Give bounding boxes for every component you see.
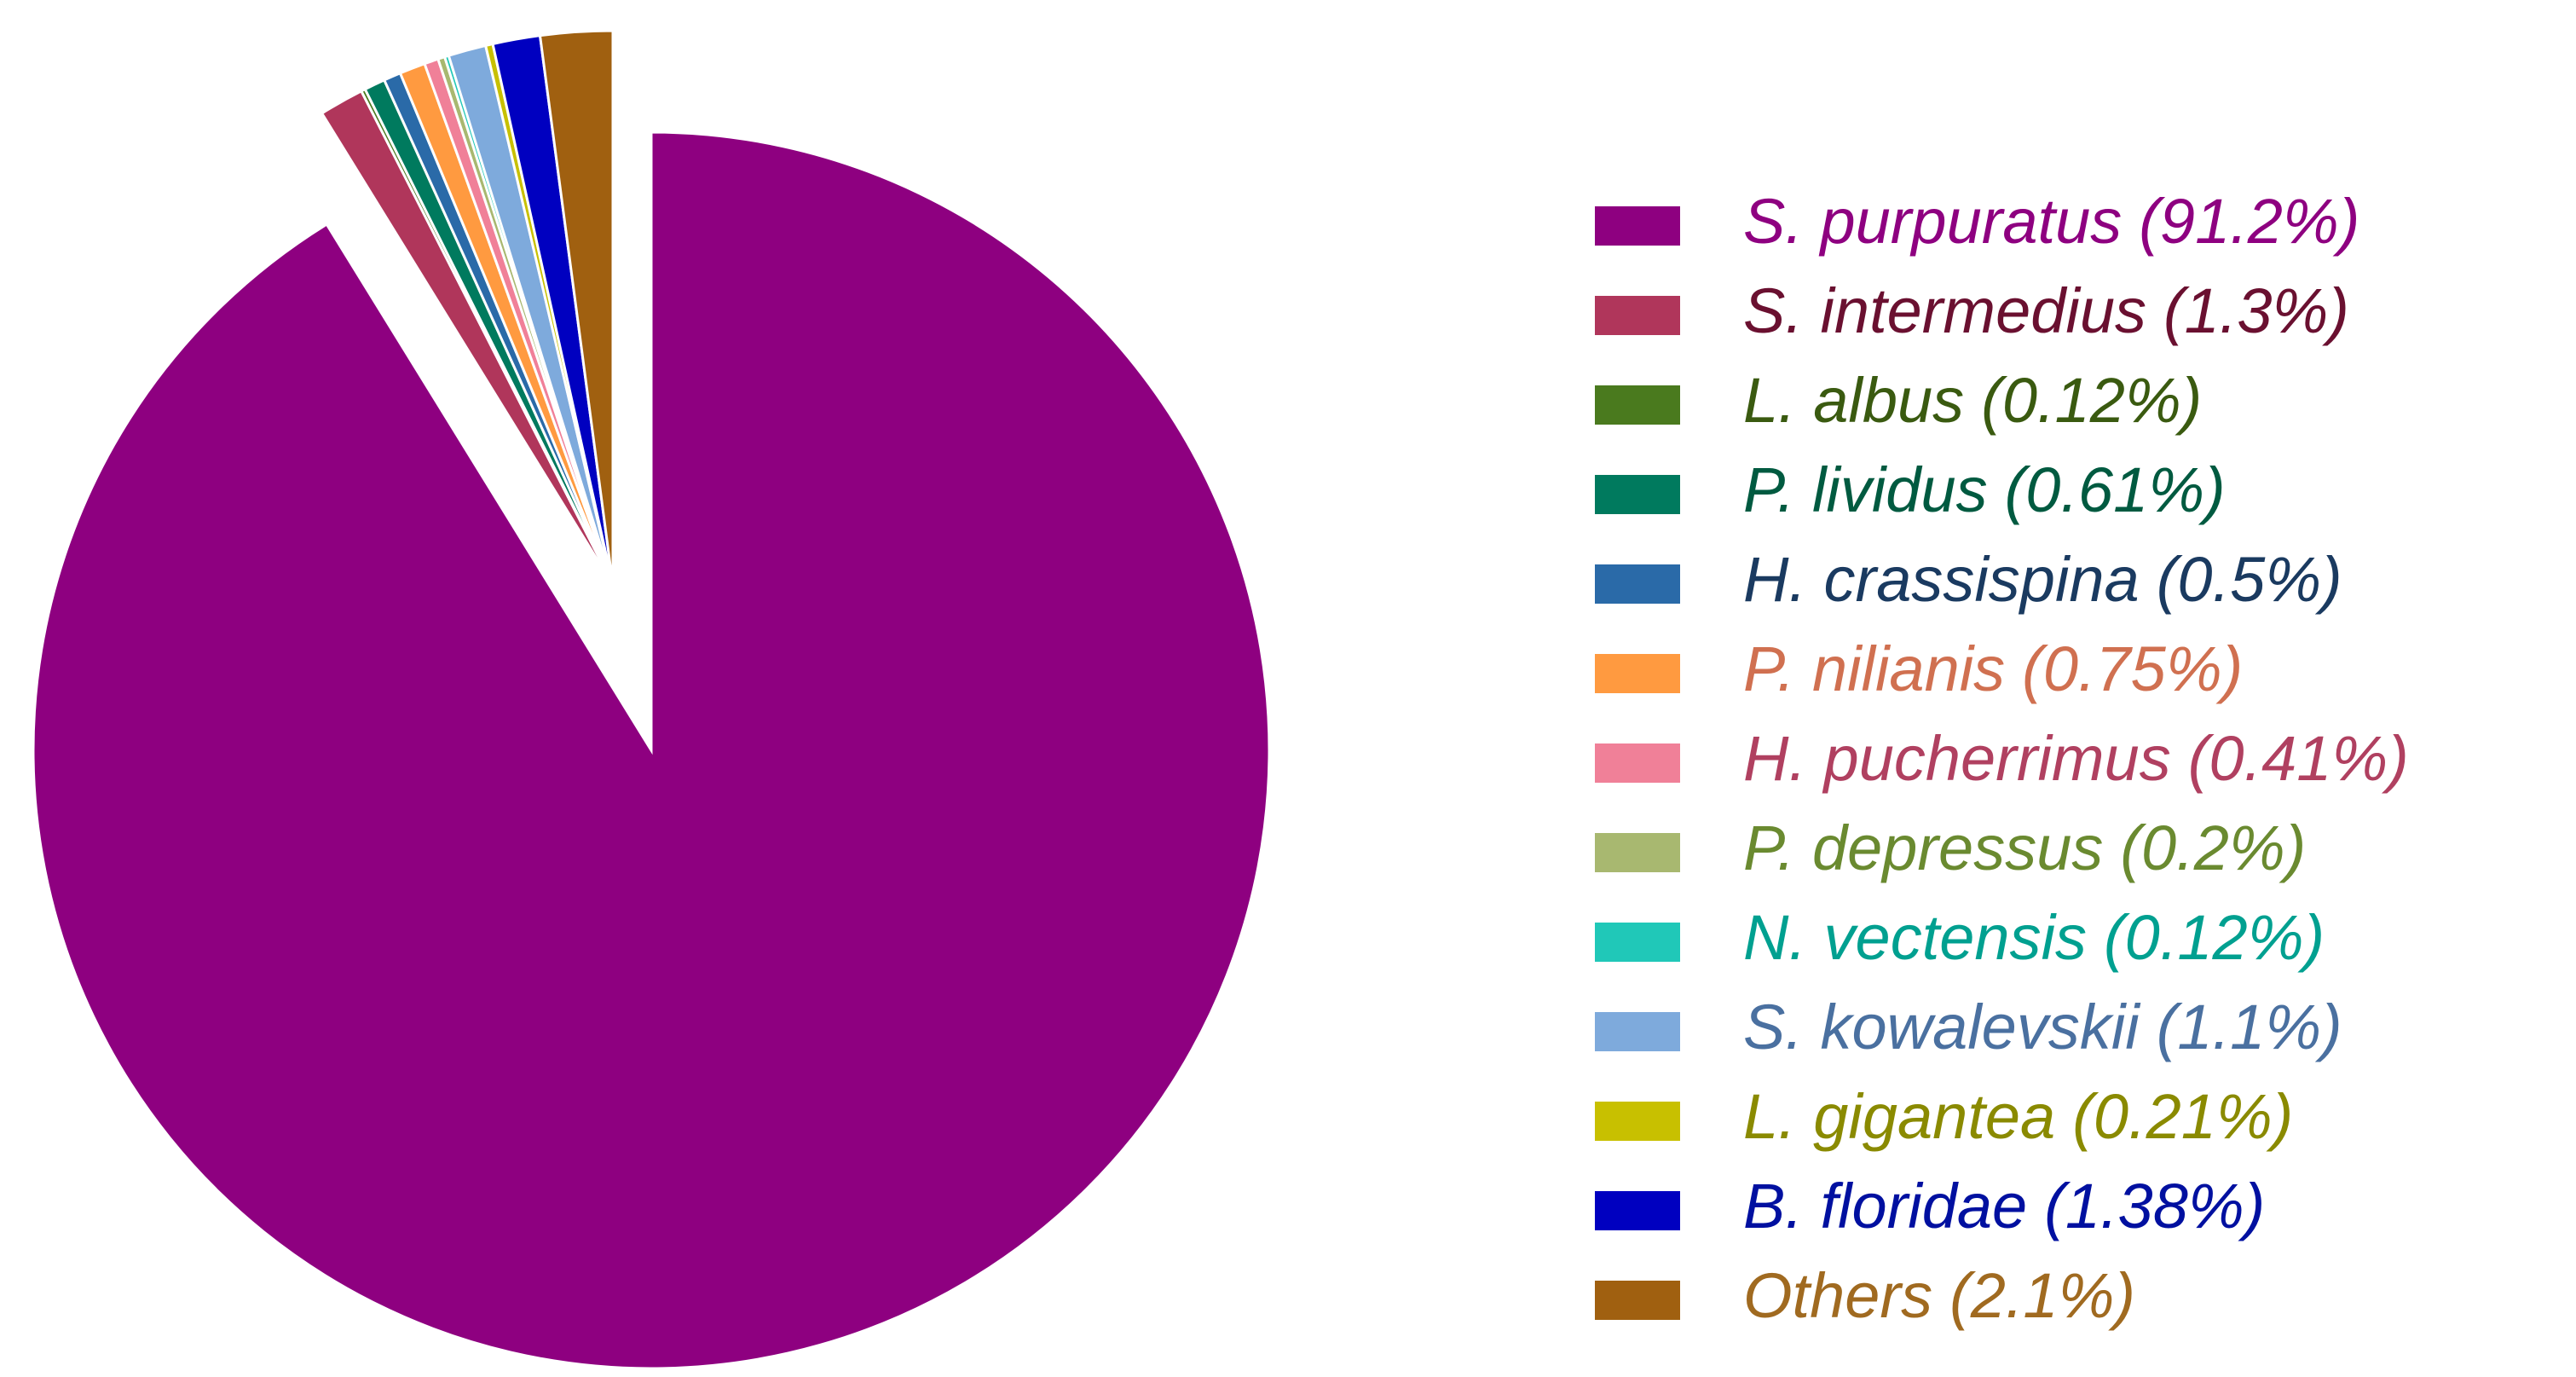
legend-swatch bbox=[1595, 923, 1680, 962]
legend-name: P. nilianis bbox=[1743, 634, 2005, 704]
legend-label: S. purpuratus (91.2%) bbox=[1743, 186, 2359, 257]
legend-value: (1.38%) bbox=[2044, 1171, 2265, 1241]
legend-swatch bbox=[1595, 1281, 1680, 1320]
legend-name: P. depressus bbox=[1743, 813, 2103, 883]
legend-label: S. intermedius (1.3%) bbox=[1743, 275, 2349, 346]
legend-swatch bbox=[1595, 385, 1680, 425]
legend-value: (1.1%) bbox=[2157, 992, 2342, 1062]
legend-swatch bbox=[1595, 654, 1680, 693]
legend-value: (2.1%) bbox=[1949, 1260, 2135, 1331]
legend-value: (0.5%) bbox=[2157, 544, 2342, 615]
legend-label: H. crassispina (0.5%) bbox=[1743, 544, 2342, 615]
legend-name: L. gigantea bbox=[1743, 1081, 2055, 1152]
legend-name: H. pucherrimus bbox=[1743, 723, 2171, 794]
legend-value: (0.21%) bbox=[2072, 1081, 2293, 1152]
legend-label: L. gigantea (0.21%) bbox=[1743, 1081, 2293, 1152]
legend-value: (91.2%) bbox=[2139, 186, 2359, 257]
legend-value: (0.61%) bbox=[2005, 454, 2226, 525]
legend-name: S. purpuratus bbox=[1743, 186, 2122, 257]
legend-name: P. lividus bbox=[1743, 454, 1988, 525]
legend-swatch bbox=[1595, 475, 1680, 514]
legend-label: P. lividus (0.61%) bbox=[1743, 454, 2226, 525]
pie bbox=[32, 29, 1271, 1370]
legend-value: (0.12%) bbox=[1981, 365, 2202, 436]
legend-value: (0.2%) bbox=[2120, 813, 2306, 883]
legend-swatch bbox=[1595, 1102, 1680, 1141]
legend-swatch bbox=[1595, 296, 1680, 335]
legend-name: S. kowalevskii bbox=[1743, 992, 2141, 1062]
legend-value: (0.41%) bbox=[2188, 723, 2409, 794]
legend-label: L. albus (0.12%) bbox=[1743, 365, 2202, 436]
legend-label: P. nilianis (0.75%) bbox=[1743, 634, 2243, 704]
legend-label: Others (2.1%) bbox=[1743, 1260, 2135, 1331]
legend-swatch bbox=[1595, 743, 1680, 783]
legend-swatch bbox=[1595, 833, 1680, 872]
legend-label: N. vectensis (0.12%) bbox=[1743, 902, 2325, 973]
legend-name: B. floridae bbox=[1743, 1171, 2027, 1241]
legend-name: N. vectensis bbox=[1743, 902, 2087, 973]
pie-slice bbox=[538, 29, 615, 586]
legend-value: (0.75%) bbox=[2022, 634, 2243, 704]
legend-value: (0.12%) bbox=[2104, 902, 2325, 973]
legend-swatch bbox=[1595, 1191, 1680, 1230]
pie-slice bbox=[32, 130, 1271, 1370]
legend-swatch bbox=[1595, 1012, 1680, 1051]
legend-name: H. crassispina bbox=[1743, 544, 2140, 615]
legend-label: B. floridae (1.38%) bbox=[1743, 1171, 2265, 1241]
legend-name: L. albus bbox=[1743, 365, 1964, 436]
legend-swatch bbox=[1595, 564, 1680, 604]
legend: S. purpuratus (91.2%) S. intermedius (1.3%)… bbox=[1595, 186, 2409, 1331]
legend-label: H. pucherrimus (0.41%) bbox=[1743, 723, 2409, 794]
legend-name: S. intermedius bbox=[1743, 275, 2146, 346]
legend-label: S. kowalevskii (1.1%) bbox=[1743, 992, 2342, 1062]
legend-name: Others bbox=[1743, 1260, 1932, 1331]
legend-value: (1.3%) bbox=[2163, 275, 2349, 346]
legend-label: P. depressus (0.2%) bbox=[1743, 813, 2306, 883]
legend-swatch bbox=[1595, 206, 1680, 246]
